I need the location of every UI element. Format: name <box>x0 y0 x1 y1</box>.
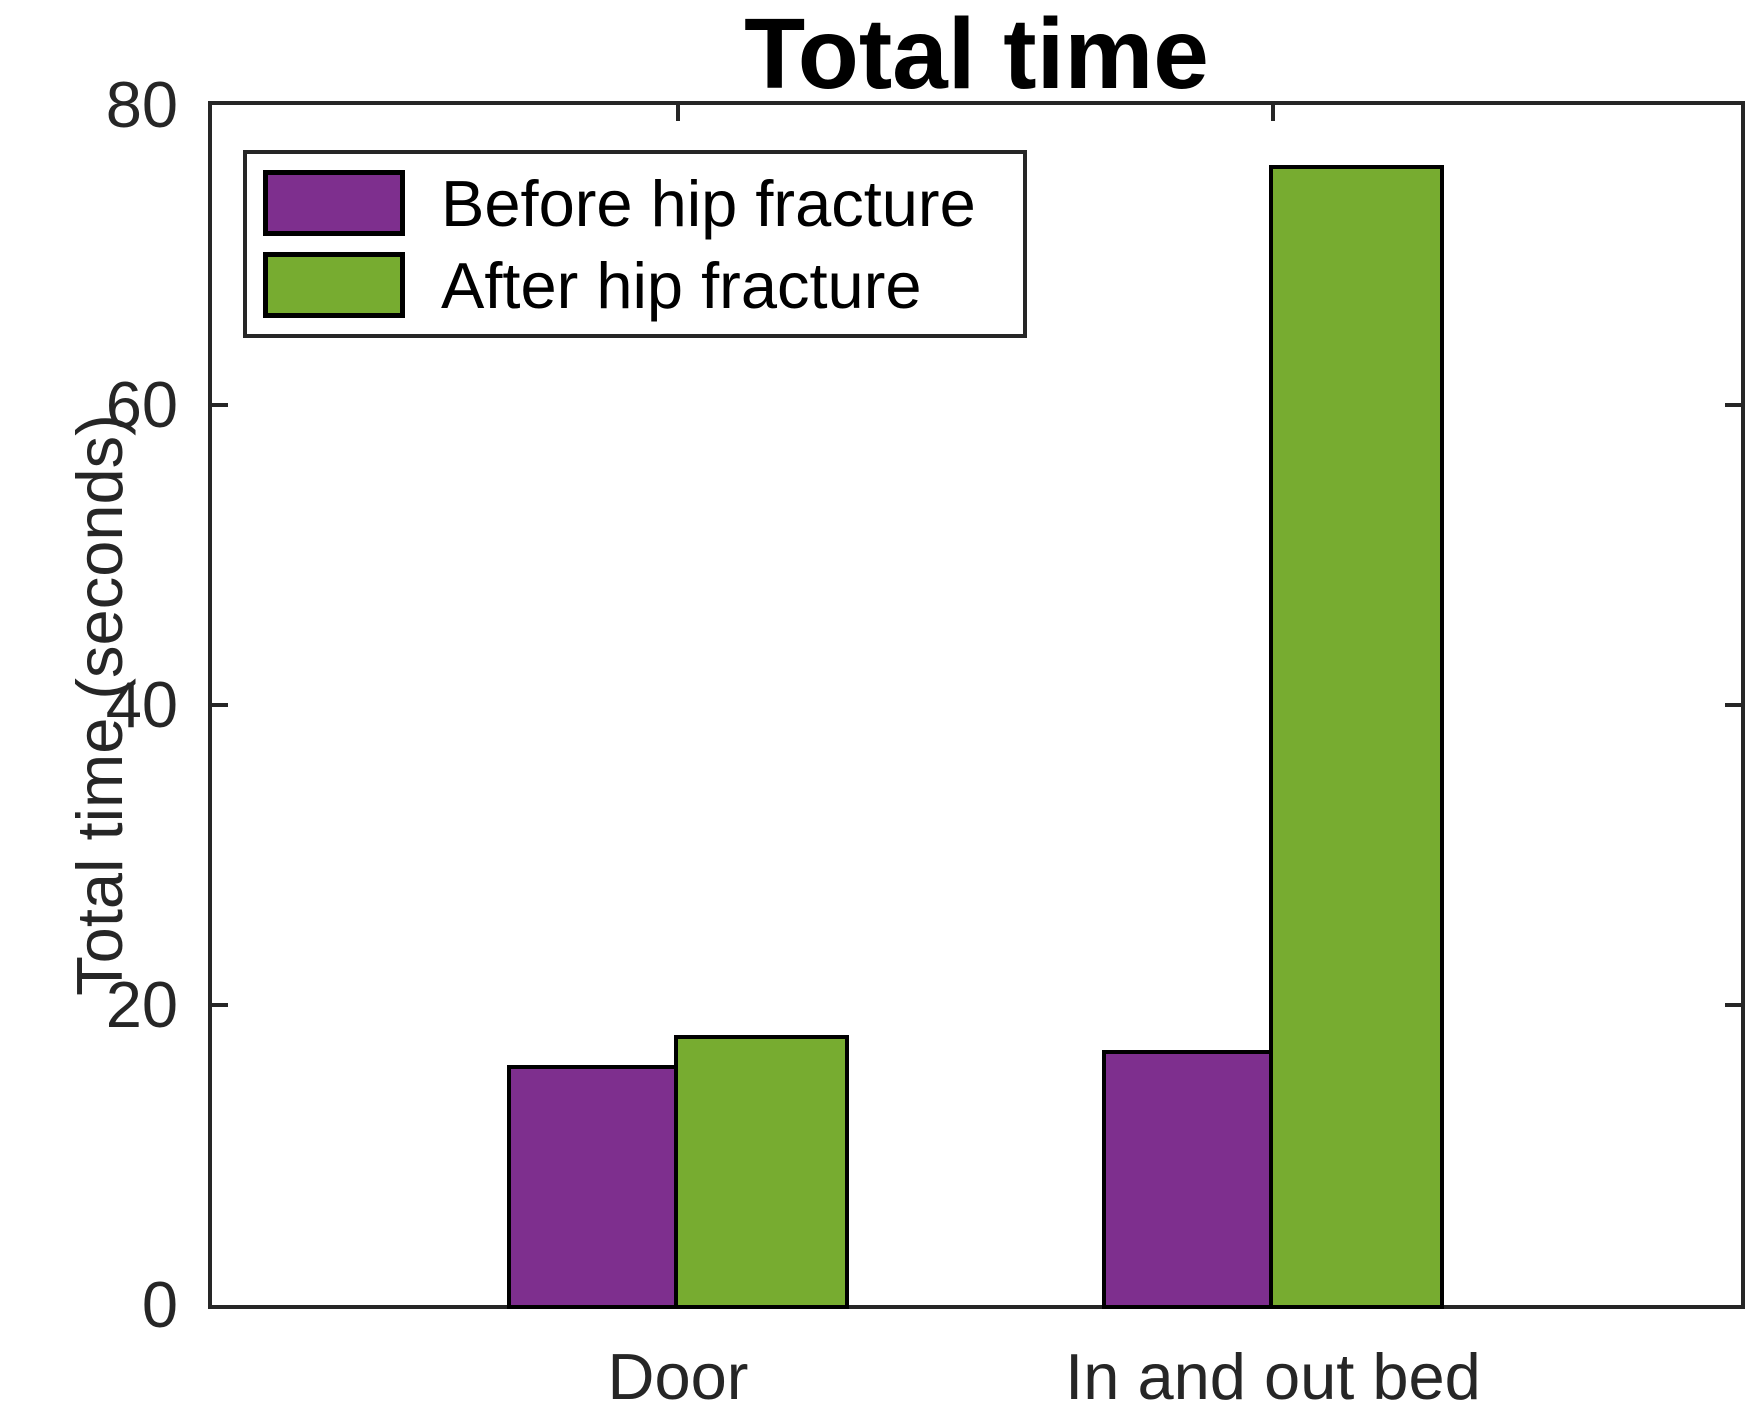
y-tick-left <box>212 1003 228 1007</box>
y-tick-label: 60 <box>105 368 178 441</box>
y-tick-right <box>1725 703 1741 707</box>
y-tick-label: 20 <box>105 968 178 1041</box>
y-tick-left <box>212 703 228 707</box>
bar-door-before <box>507 1065 678 1309</box>
legend-label-before-hip-fracture: Before hip fracture <box>441 166 976 240</box>
plot-area <box>208 101 1745 1309</box>
legend-swatch-after-hip-fracture <box>263 252 405 318</box>
bar-door-after <box>674 1035 849 1309</box>
y-tick-label: 80 <box>105 68 178 141</box>
y-tick-right <box>1725 1003 1741 1007</box>
bar-in-and-out-bed-after <box>1269 165 1444 1309</box>
legend-swatch-before-hip-fracture <box>263 170 405 236</box>
legend-item-after-hip-fracture: After hip fracture <box>263 252 1023 318</box>
x-tick-top <box>1271 105 1275 121</box>
x-tick-label: In and out bed <box>1065 1340 1481 1413</box>
y-tick-right <box>1725 403 1741 407</box>
y-tick-left <box>212 403 228 407</box>
y-tick-label: 0 <box>141 1268 178 1341</box>
legend-item-before-hip-fracture: Before hip fracture <box>263 170 1023 236</box>
x-tick-top <box>676 105 680 121</box>
y-tick-label: 40 <box>105 668 178 741</box>
x-tick-label: Door <box>607 1340 749 1413</box>
bar-in-and-out-bed-before <box>1102 1050 1273 1309</box>
chart-title: Total time <box>744 0 1209 110</box>
legend-label-after-hip-fracture: After hip fracture <box>441 248 922 322</box>
legend: Before hip fracture After hip fracture <box>243 150 1027 338</box>
